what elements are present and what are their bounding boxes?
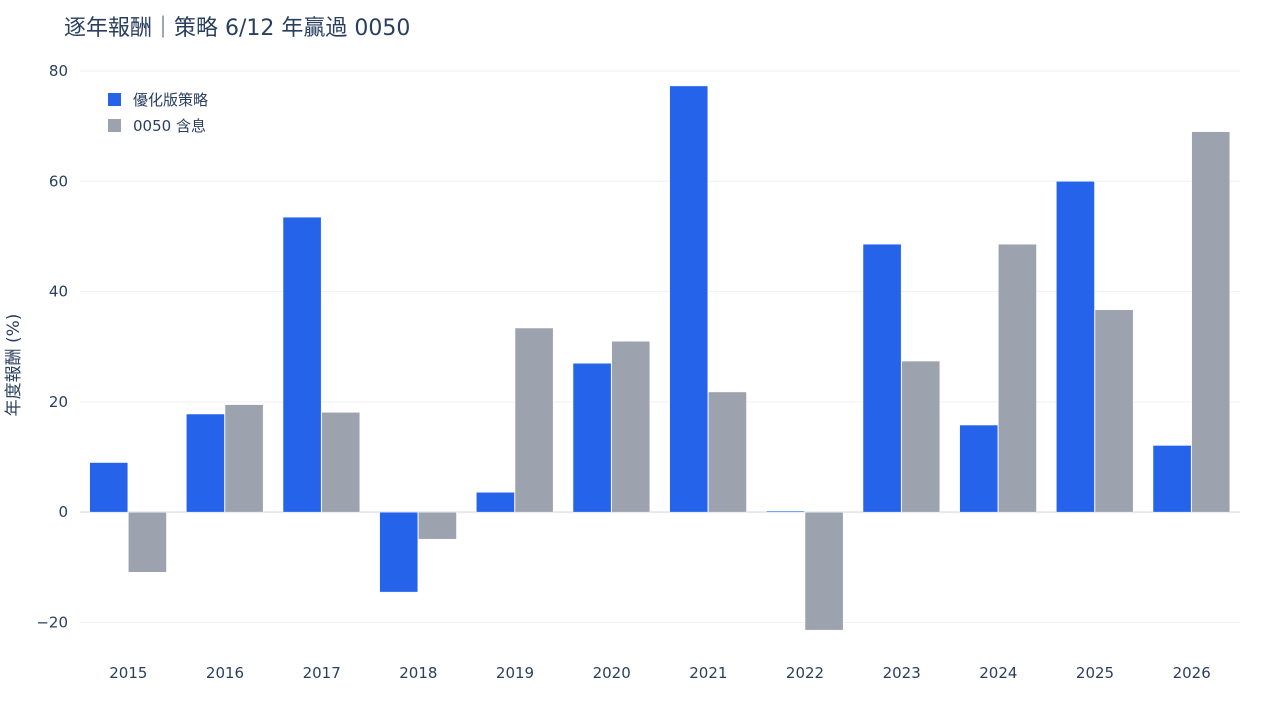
legend-label: 優化版策略 [133, 91, 208, 109]
x-tick-label: 2016 [206, 664, 244, 682]
y-tick-label: 60 [49, 172, 68, 190]
x-tick-label: 2021 [689, 664, 727, 682]
bar-strategy-2025[interactable] [1056, 181, 1095, 513]
legend-swatch [108, 93, 121, 106]
bar-strategy-2026[interactable] [1152, 445, 1192, 513]
x-tick-label: 2022 [786, 664, 824, 682]
y-tick-label: 40 [49, 283, 68, 301]
x-tick-label: 2017 [303, 664, 341, 682]
bar-strategy-2016[interactable] [186, 413, 225, 513]
bar-0050-2022[interactable] [804, 511, 844, 631]
bar-strategy-2019[interactable] [476, 492, 515, 513]
x-tick-label: 2019 [496, 664, 534, 682]
grid-layer [80, 70, 1240, 623]
bar-0050-2021[interactable] [708, 391, 747, 513]
bar-0050-2023[interactable] [901, 360, 941, 513]
bar-strategy-2023[interactable] [862, 243, 902, 513]
y-tick-label: −20 [36, 613, 68, 631]
y-tick-label: 0 [58, 503, 68, 521]
legend: 優化版策略 0050 含息 [108, 91, 208, 135]
bar-0050-2025[interactable] [1094, 309, 1134, 513]
bar-0050-2020[interactable] [611, 340, 651, 513]
x-tick-label: 2024 [979, 664, 1017, 682]
bar-strategy-2020[interactable] [572, 363, 612, 513]
bar-0050-2018[interactable] [418, 511, 457, 540]
y-axis-label: 年度報酬 (%) [4, 314, 24, 417]
bar-strategy-2015[interactable] [89, 462, 129, 513]
y-tick-label: 80 [49, 62, 68, 80]
x-tick-label: 2026 [1173, 664, 1211, 682]
x-tick-label: 2020 [593, 664, 631, 682]
bar-0050-2017[interactable] [321, 412, 361, 513]
bar-0050-2016[interactable] [224, 404, 264, 513]
chart-title: 逐年報酬｜策略 6/12 年贏過 0050 [64, 16, 411, 41]
bar-strategy-2021[interactable] [669, 85, 709, 513]
bar-strategy-2018[interactable] [379, 511, 419, 593]
x-tick-label: 2025 [1076, 664, 1114, 682]
bar-0050-2019[interactable] [514, 327, 554, 513]
bar-strategy-2024[interactable] [959, 424, 999, 513]
bar-strategy-2017[interactable] [282, 216, 322, 513]
bar-0050-2015[interactable] [128, 511, 167, 573]
bar-layer [89, 85, 1231, 631]
bar-0050-2026[interactable] [1191, 131, 1231, 513]
bar-strategy-2022[interactable] [766, 510, 805, 513]
y-tick-label: 20 [49, 393, 68, 411]
x-tick-label: 2015 [109, 664, 147, 682]
x-tick-label: 2018 [399, 664, 437, 682]
bar-0050-2024[interactable] [998, 243, 1037, 513]
axis-layer: −20 0 20 40 60 80 2015 2016 2017 2018 2019 2020 2021… [36, 62, 1210, 682]
x-tick-label: 2023 [883, 664, 921, 682]
legend-label: 0050 含息 [133, 117, 206, 135]
legend-swatch [108, 119, 121, 132]
